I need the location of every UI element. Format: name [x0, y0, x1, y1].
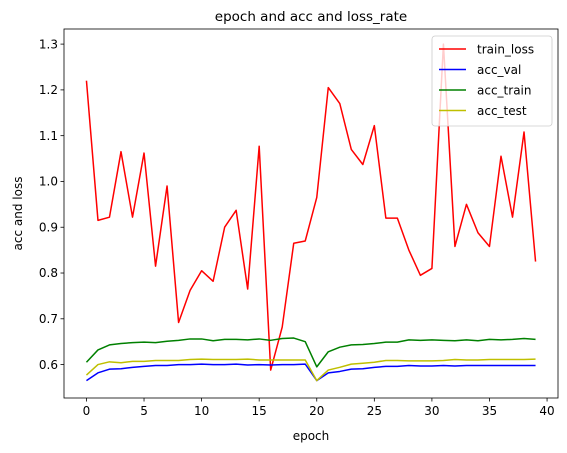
x-tick-label: 10 — [194, 404, 209, 418]
x-tick-label: 25 — [367, 404, 382, 418]
x-tick-label: 35 — [482, 404, 497, 418]
legend-label: train_loss — [477, 42, 534, 56]
y-tick-label: 1.3 — [39, 37, 58, 51]
chart-title: epoch and acc and loss_rate — [215, 9, 407, 25]
legend-label: acc_val — [477, 63, 521, 77]
y-axis: 0.6 0.7 0.8 0.9 1.0 1.1 1.2 1.3 — [39, 37, 64, 372]
x-tick-label: 15 — [252, 404, 267, 418]
x-tick-label: 0 — [83, 404, 91, 418]
series-line-acc-train — [85, 337, 536, 368]
x-axis-label: epoch — [293, 429, 330, 443]
axes-frame — [63, 28, 559, 399]
y-tick-label: 1.0 — [39, 175, 58, 189]
legend-box — [431, 35, 553, 127]
plot-area — [85, 43, 537, 382]
y-tick-label: 1.2 — [39, 83, 58, 97]
y-tick-label: 0.8 — [39, 266, 58, 280]
x-axis: 0 5 10 15 20 25 30 35 40 — [83, 398, 555, 418]
y-tick-label: 0.9 — [39, 220, 58, 234]
series-line-acc-test — [85, 358, 536, 382]
y-tick-label: 0.6 — [39, 358, 58, 372]
x-tick-label: 40 — [539, 404, 554, 418]
series-line-train-loss — [85, 43, 537, 371]
y-tick-label: 0.7 — [39, 312, 58, 326]
y-tick-label: 1.1 — [39, 129, 58, 143]
legend-label: acc_train — [477, 83, 531, 97]
y-axis-label: acc and loss — [11, 177, 25, 251]
x-tick-label: 30 — [424, 404, 439, 418]
legend: train_loss acc_val acc_train acc_test — [431, 35, 553, 127]
x-tick-label: 5 — [140, 404, 148, 418]
x-tick-label: 20 — [309, 404, 324, 418]
legend-label: acc_test — [477, 104, 527, 118]
series-line-acc-val — [86, 363, 536, 382]
